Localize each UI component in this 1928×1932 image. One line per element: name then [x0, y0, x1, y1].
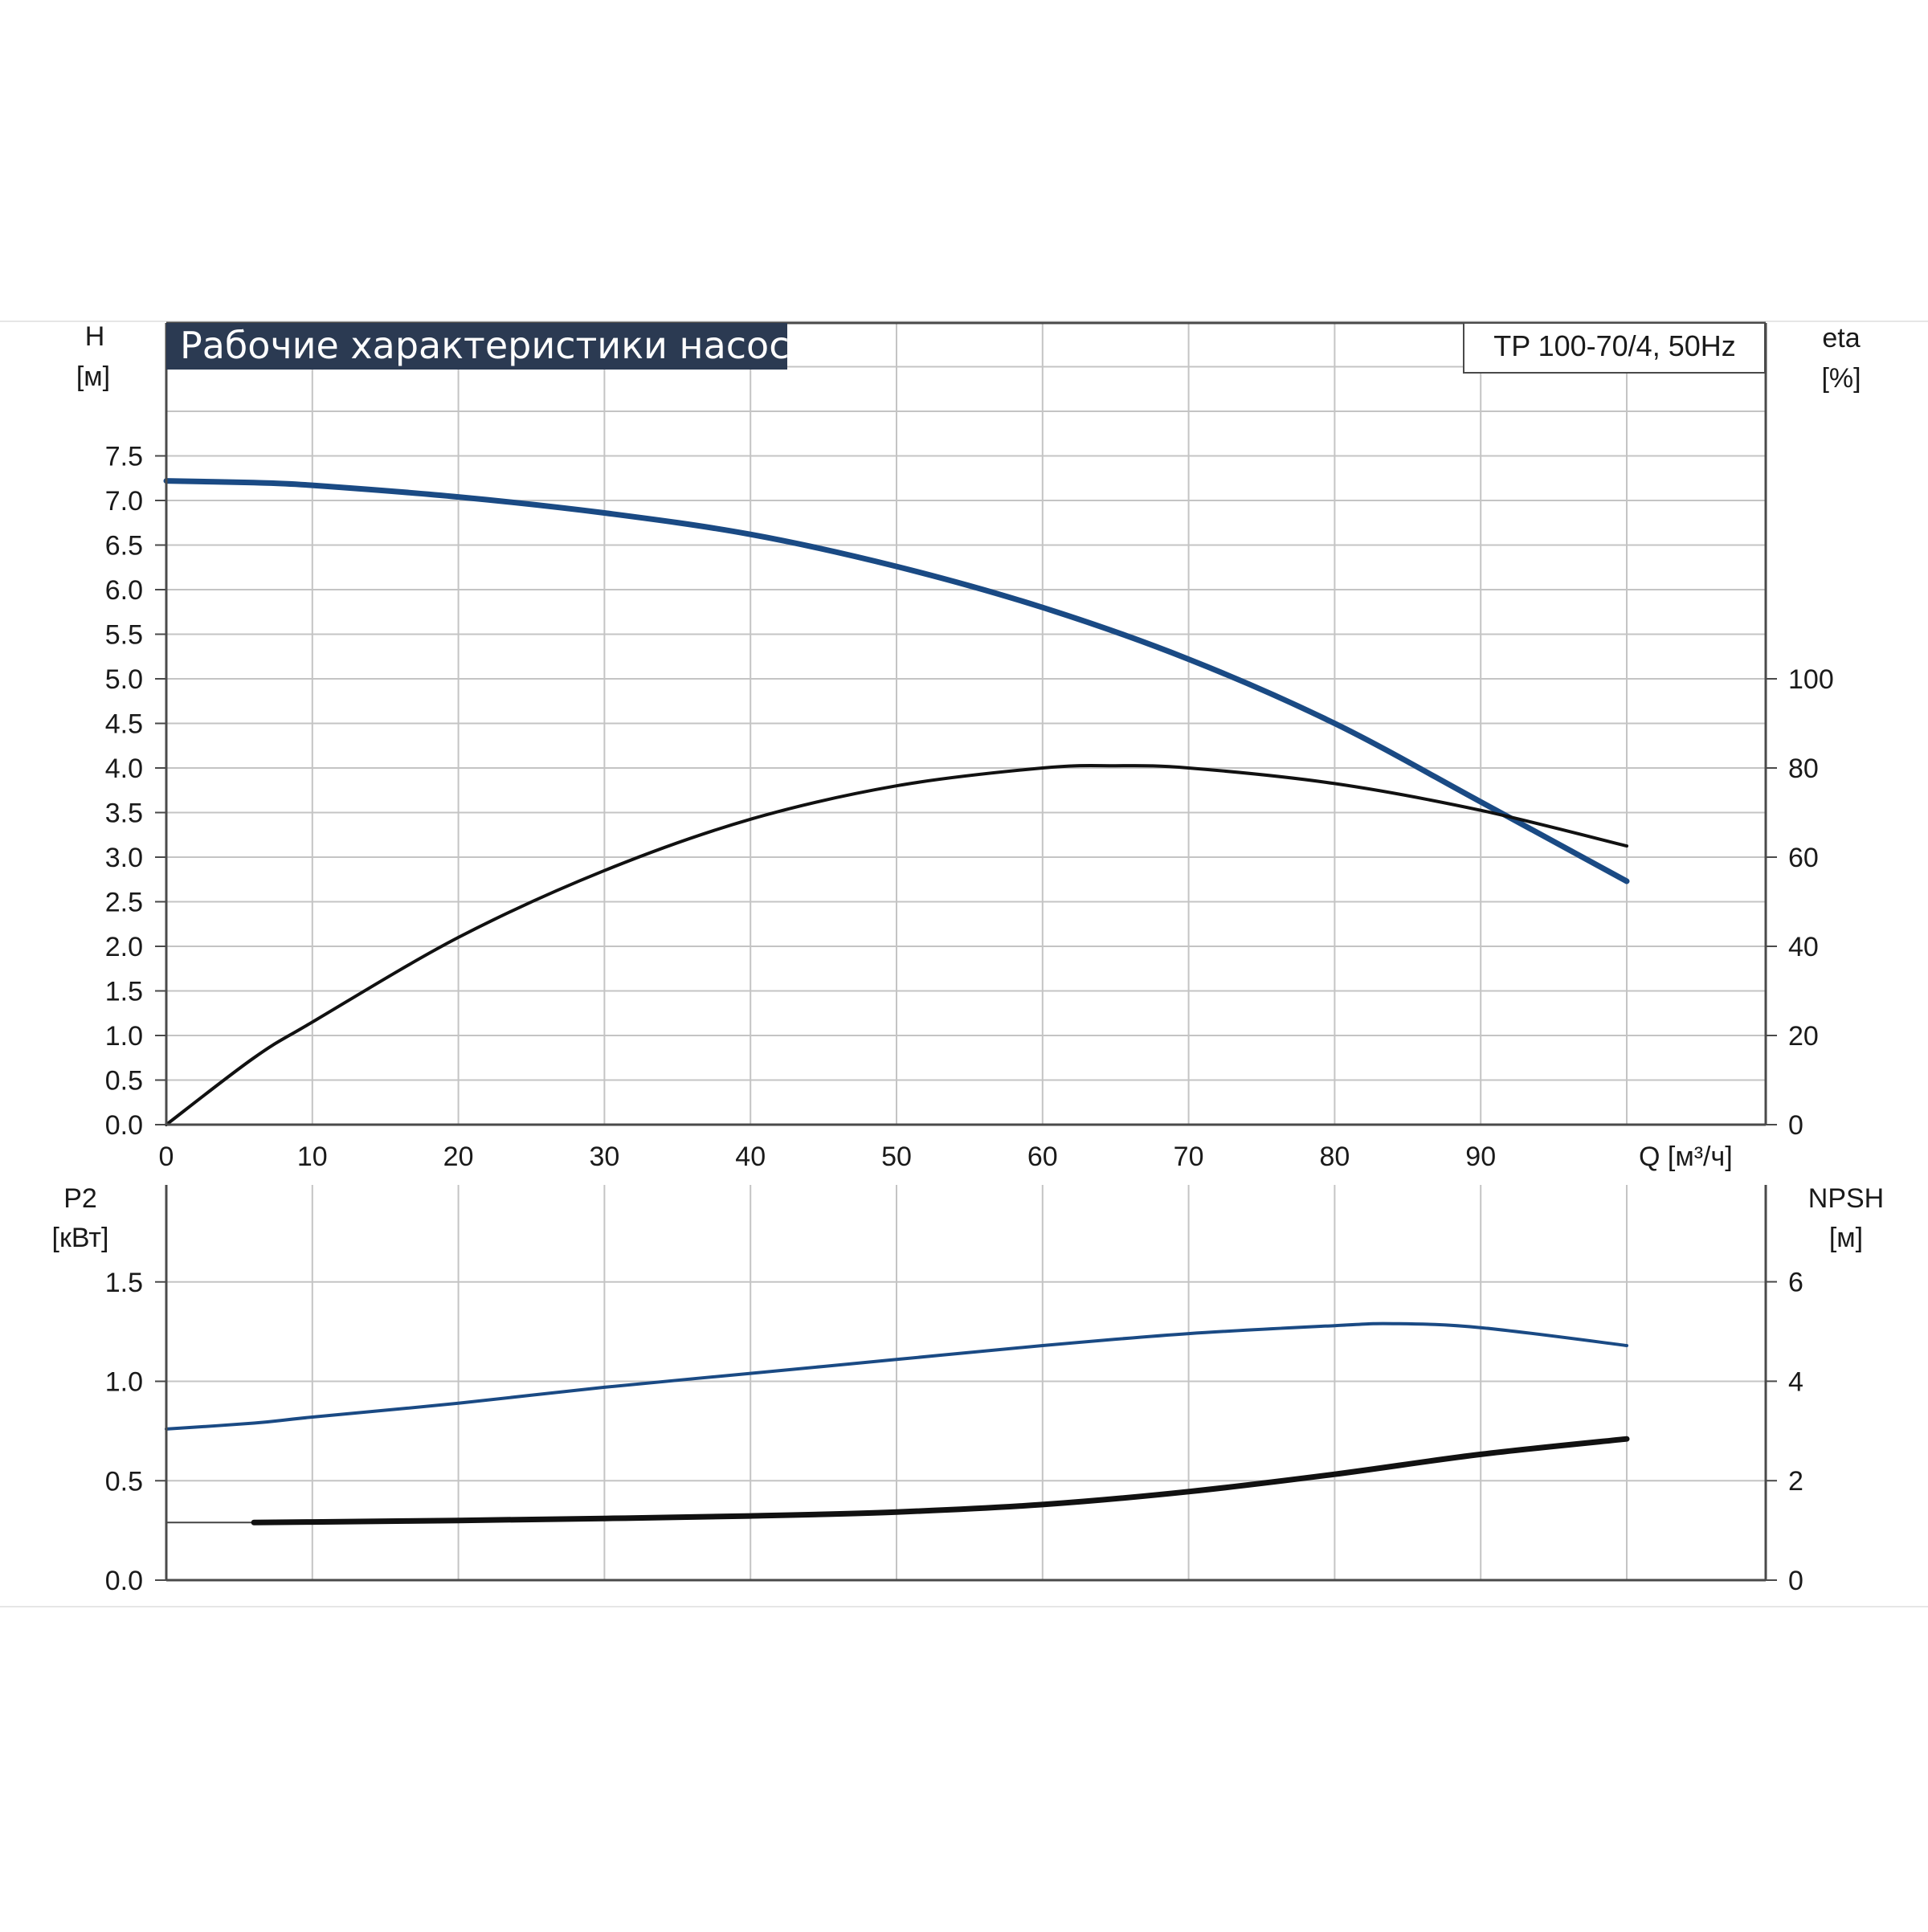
h-tick-label: 5.0 [105, 664, 143, 695]
p2-axis-label: P2 [63, 1183, 97, 1214]
p2-axis-unit: [кВт] [52, 1223, 109, 1253]
h-tick-label: 3.5 [105, 799, 143, 829]
h-tick-label: 4.0 [105, 754, 143, 784]
eta-tick-label: 60 [1788, 843, 1819, 873]
eta-tick-label: 20 [1788, 1021, 1819, 1052]
npsh-tick-label: 0 [1788, 1566, 1803, 1596]
q-axis-label: Q [м³/ч] [1639, 1142, 1733, 1172]
eta-tick-label: 80 [1788, 754, 1819, 784]
model-box [1463, 322, 1766, 374]
p2-tick-label: 0.5 [105, 1466, 143, 1497]
h-tick-label: 6.5 [105, 531, 143, 562]
eta-tick-label: 0 [1788, 1110, 1803, 1141]
npsh-axis-unit: [м] [1829, 1223, 1863, 1253]
h-tick-label: 4.5 [105, 709, 143, 740]
eta-curve [165, 763, 1628, 1126]
h-tick-label: 0.0 [105, 1110, 143, 1141]
chart-title: Рабочие характеристики насоса [180, 324, 812, 367]
npsh-tick-label: 4 [1788, 1366, 1803, 1397]
npsh-axis-label: NPSH [1808, 1183, 1884, 1214]
q-tick-label: 30 [589, 1142, 619, 1172]
p2-tick-label: 0.0 [105, 1566, 143, 1596]
h-tick-label: 7.0 [105, 486, 143, 517]
q-tick-label: 10 [297, 1142, 328, 1172]
h-tick-label: 0.5 [105, 1066, 143, 1097]
eta-axis-unit: [%] [1821, 363, 1861, 394]
q-tick-label: 0 [159, 1142, 174, 1172]
q-tick-label: 80 [1319, 1142, 1350, 1172]
h-tick-label: 3.0 [105, 843, 143, 873]
h-tick-label: 1.5 [105, 977, 143, 1007]
model-label: TP 100-70/4, 50Hz [1493, 329, 1736, 362]
h-tick-label: 2.0 [105, 932, 143, 962]
npsh-tick-label: 2 [1788, 1466, 1803, 1497]
h-axis-unit: [м] [76, 361, 110, 392]
p2-tick-label: 1.0 [105, 1367, 143, 1398]
q-tick-label: 20 [443, 1142, 474, 1172]
h-tick-label: 1.0 [105, 1021, 143, 1052]
h-tick-label: 7.5 [105, 442, 143, 472]
npsh-tick-label: 6 [1788, 1268, 1803, 1298]
eta-tick-label: 100 [1788, 664, 1834, 695]
eta-tick-label: 40 [1788, 932, 1819, 962]
h-tick-label: 6.0 [105, 575, 143, 606]
h-tick-label: 2.5 [105, 888, 143, 918]
q-tick-label: 90 [1465, 1142, 1496, 1172]
h-tick-label: 5.5 [105, 620, 143, 651]
title-bar [166, 323, 787, 370]
p2-tick-label: 1.5 [105, 1268, 143, 1298]
q-tick-label: 50 [881, 1142, 912, 1172]
p2-curve [165, 1321, 1628, 1431]
q-tick-label: 40 [735, 1142, 766, 1172]
q-tick-label: 70 [1174, 1142, 1204, 1172]
h-axis-label: H [85, 321, 105, 352]
h-curve [163, 478, 1630, 884]
q-tick-label: 60 [1027, 1142, 1058, 1172]
npsh-curve [251, 1436, 1630, 1526]
eta-axis-label: eta [1822, 323, 1860, 353]
